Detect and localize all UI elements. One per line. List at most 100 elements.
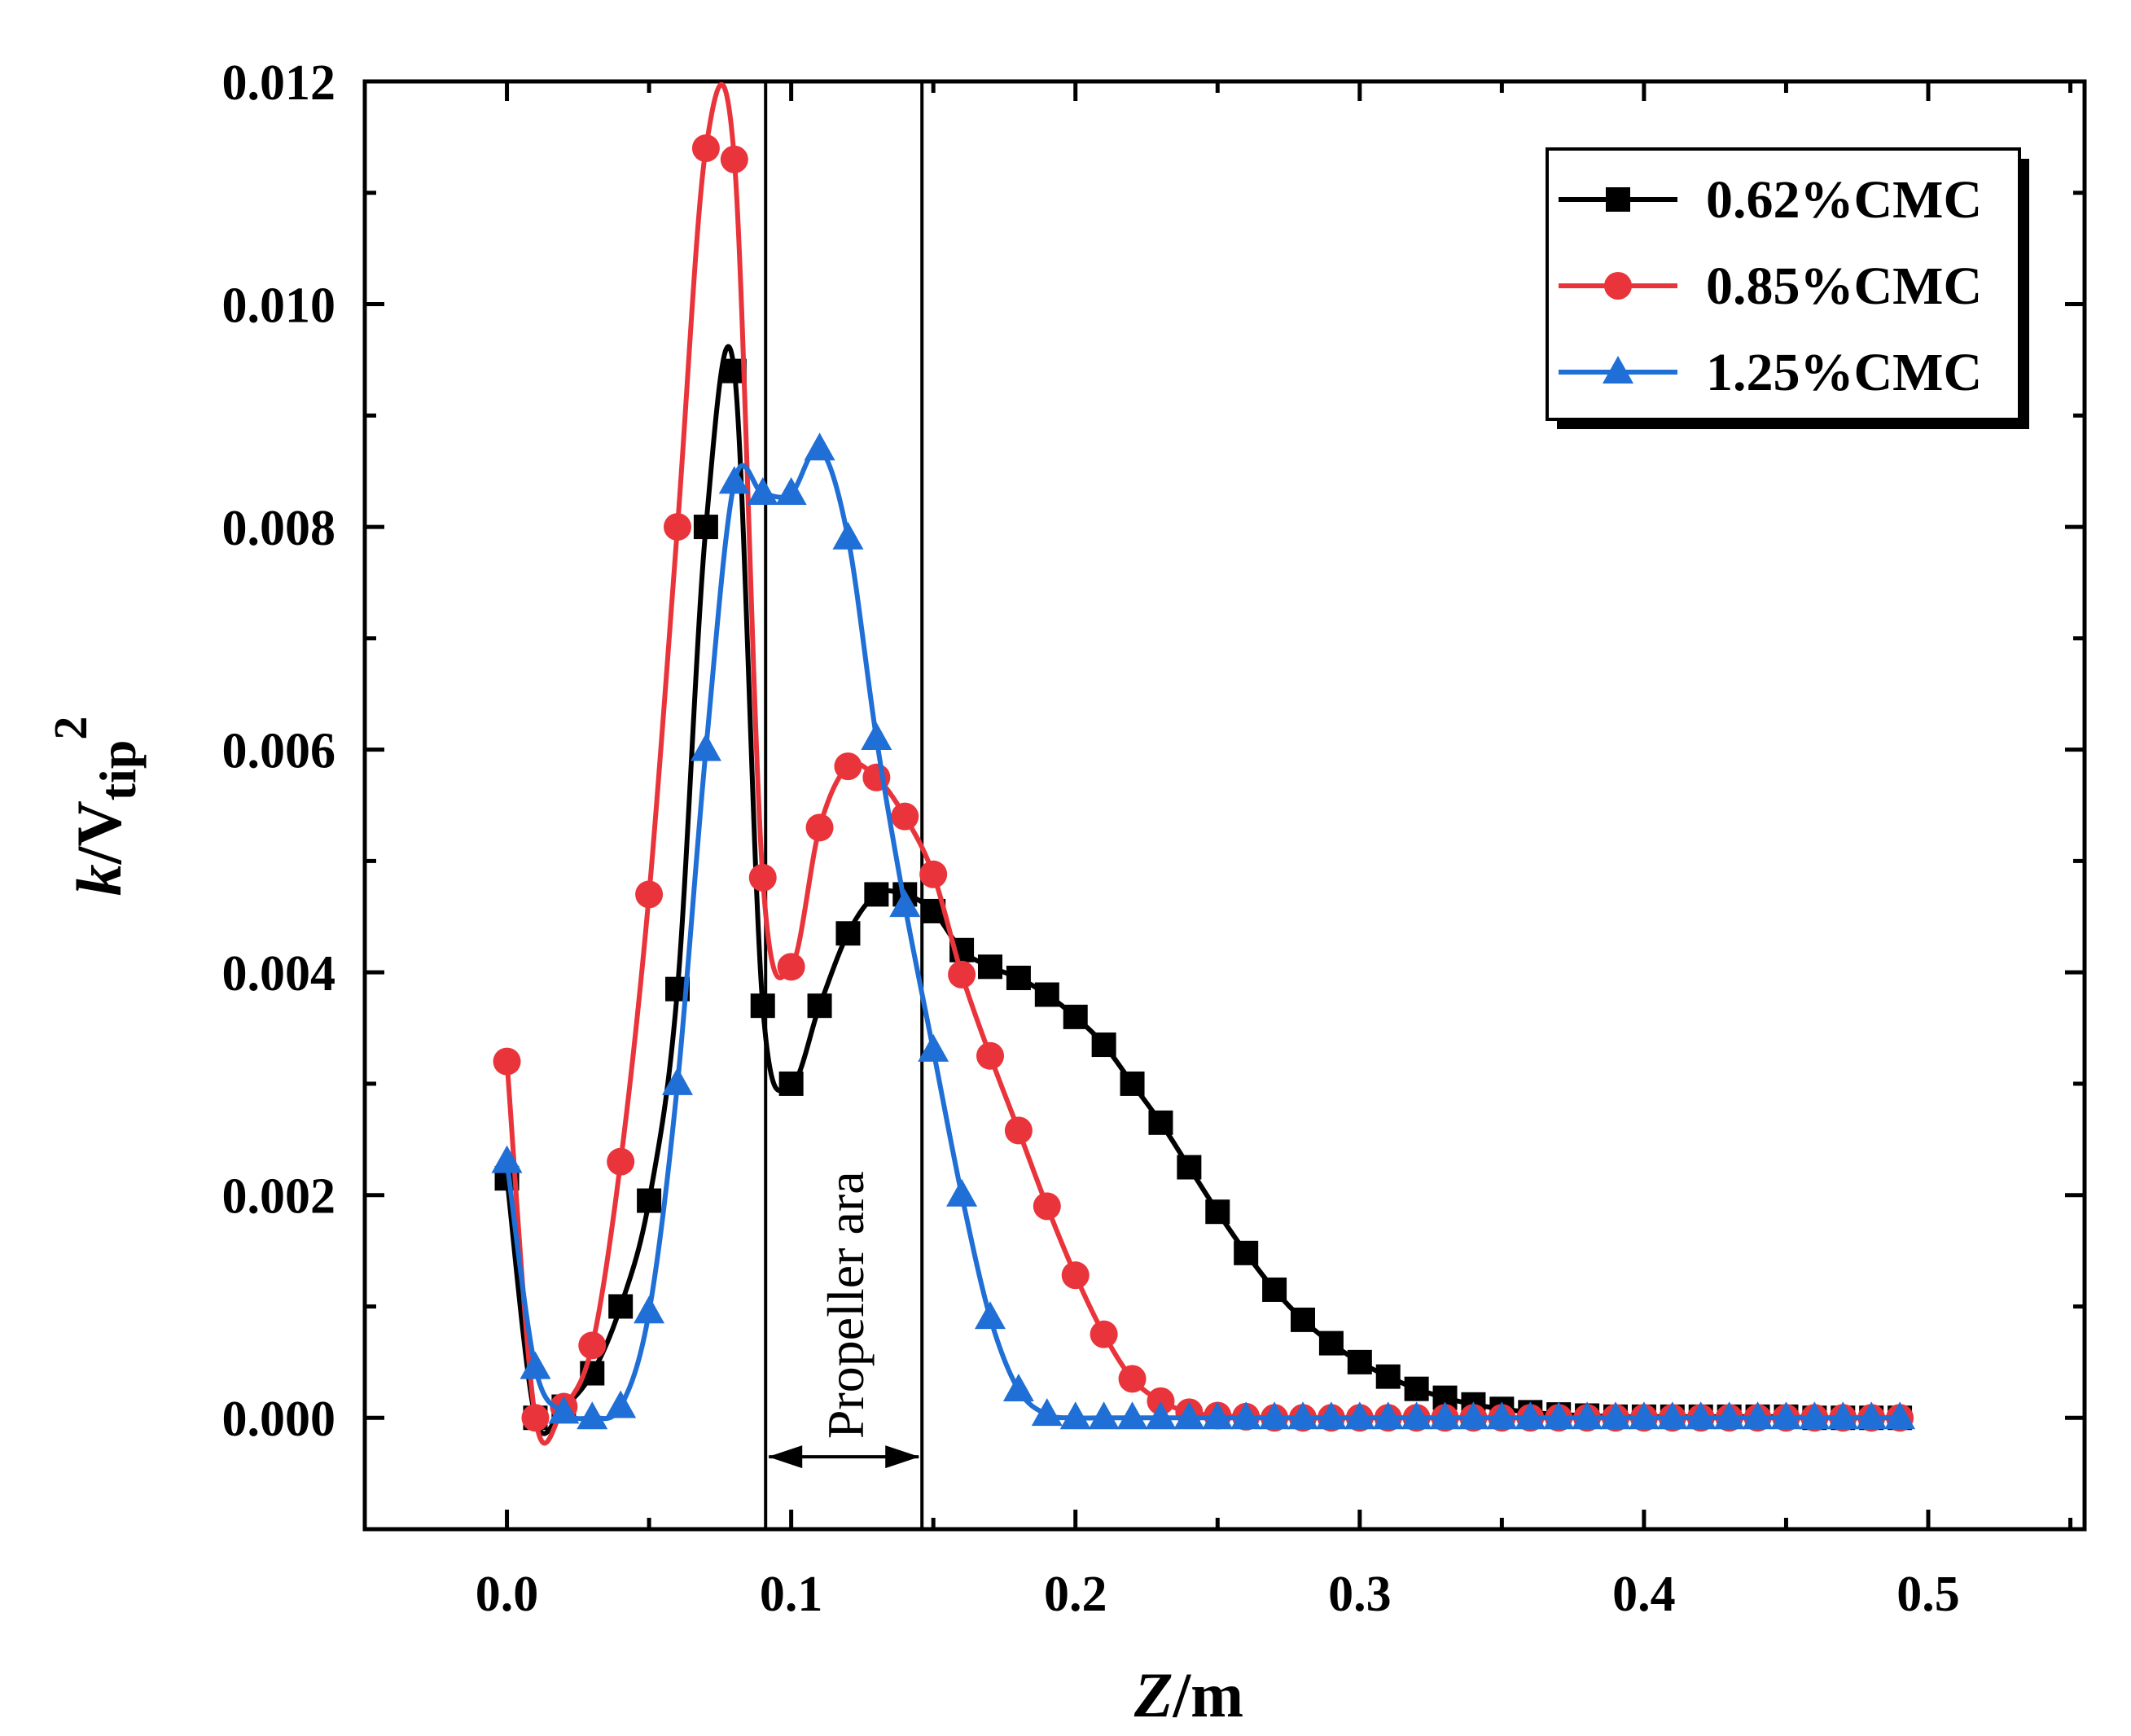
x-tick-label: 0.4	[1612, 1567, 1676, 1622]
data-point-marker	[750, 993, 775, 1019]
data-point-marker	[946, 1178, 978, 1207]
data-point-marker	[637, 1188, 662, 1213]
y-tick-label: 0.000	[222, 1392, 336, 1447]
data-point-marker	[1572, 1401, 1603, 1430]
data-point-marker	[1713, 1401, 1745, 1430]
data-point-marker	[1347, 1349, 1372, 1374]
data-point-marker	[1091, 1032, 1116, 1058]
data-point-marker	[664, 513, 691, 541]
data-point-marker	[1318, 1330, 1344, 1356]
data-point-marker	[548, 1396, 580, 1424]
data-point-marker	[634, 1295, 665, 1324]
data-point-marker	[804, 432, 835, 461]
data-point-marker	[1145, 1401, 1177, 1430]
data-point-marker	[605, 1390, 637, 1418]
x-tick-label: 0.0	[476, 1567, 539, 1622]
data-point-marker	[919, 860, 948, 888]
legend-label: 0.62%CMC	[1706, 170, 1982, 230]
data-point-marker	[1486, 1401, 1518, 1430]
data-point-marker	[1031, 1398, 1063, 1427]
data-point-marker	[1002, 1374, 1034, 1402]
data-point-marker	[1116, 1401, 1148, 1430]
propeller-area-arrow-right-head	[885, 1445, 920, 1469]
data-point-marker	[1604, 272, 1632, 300]
data-point-marker	[948, 960, 976, 989]
data-point-marker	[693, 515, 718, 540]
data-point-marker	[493, 1047, 521, 1076]
data-point-marker	[1118, 1365, 1147, 1393]
data-point-marker	[778, 1071, 804, 1096]
series-line	[504, 344, 1901, 1436]
data-point-marker	[805, 813, 834, 842]
data-point-marker	[1262, 1277, 1287, 1302]
y-tick-label: 0.010	[222, 278, 336, 334]
data-point-marker	[976, 1041, 1004, 1070]
series-line	[504, 445, 1901, 1422]
data-point-marker	[1088, 1401, 1120, 1430]
y-tick-label: 0.006	[222, 724, 336, 779]
data-point-marker	[1147, 1387, 1175, 1415]
legend-label: 0.85%CMC	[1706, 256, 1982, 316]
data-point-marker	[491, 1145, 523, 1173]
propeller-area-label: Propeller ara	[817, 1171, 875, 1439]
data-point-marker	[1770, 1401, 1802, 1430]
data-point-marker	[864, 882, 889, 907]
data-point-marker	[1315, 1401, 1347, 1430]
data-point-marker	[807, 993, 832, 1019]
data-point-marker	[691, 134, 720, 163]
y-axis-subscript: tip	[89, 740, 147, 801]
legend: 0.62%CMC 0.85%CMC 1.25%CMC	[1546, 147, 2029, 429]
y-axis-title: k/Vtip2	[44, 717, 147, 896]
data-point-marker	[1287, 1401, 1318, 1430]
plot-frame	[362, 79, 2087, 1532]
svg-text:k/Vtip2: k/Vtip2	[44, 717, 147, 896]
data-point-marker	[1372, 1401, 1404, 1430]
data-point-marker	[1856, 1401, 1888, 1430]
data-point-marker	[1033, 1192, 1061, 1221]
data-point-marker	[889, 889, 921, 918]
data-point-marker	[891, 802, 919, 831]
data-point-marker	[635, 880, 664, 909]
data-point-marker	[578, 1331, 607, 1360]
data-point-marker	[1543, 1401, 1575, 1430]
data-point-marker	[1006, 965, 1031, 990]
data-point-marker	[1429, 1401, 1461, 1430]
y-tick-label: 0.004	[222, 946, 336, 1002]
data-point-marker	[978, 954, 1002, 980]
propeller-area-annotation: Propeller ara	[764, 81, 924, 1529]
data-point-marker	[520, 1351, 551, 1379]
data-point-marker	[1884, 1401, 1916, 1430]
data-point-marker	[1120, 1071, 1145, 1096]
x-tick-label: 0.3	[1328, 1567, 1392, 1622]
data-point-marker	[832, 521, 864, 550]
data-point-marker	[662, 1067, 693, 1095]
data-point-marker	[1259, 1401, 1291, 1430]
data-point-marker	[1827, 1401, 1859, 1430]
data-point-marker	[1148, 1110, 1173, 1135]
data-point-marker	[1061, 1261, 1090, 1290]
data-point-marker	[690, 733, 721, 761]
y-axis-superscript: 2	[44, 717, 97, 740]
data-point-marker	[975, 1301, 1006, 1330]
data-point-marker	[1034, 982, 1059, 1007]
data-point-marker	[1799, 1401, 1831, 1430]
data-point-marker	[1458, 1401, 1489, 1430]
data-point-marker	[607, 1147, 635, 1176]
data-point-marker	[834, 752, 862, 781]
x-tick-label: 0.2	[1044, 1567, 1107, 1622]
data-point-marker	[718, 466, 750, 494]
data-point-marker	[1600, 1401, 1631, 1430]
data-point-marker	[1063, 1004, 1088, 1029]
y-axis-variable: k	[64, 864, 134, 896]
data-point-marker	[1004, 1116, 1033, 1145]
y-tick-label: 0.012	[222, 55, 336, 111]
data-point-marker	[1234, 1240, 1259, 1265]
propeller-area-arrow-left-head	[768, 1445, 803, 1469]
data-point-marker	[608, 1294, 634, 1319]
data-point-marker	[1628, 1401, 1660, 1430]
data-point-marker	[1375, 1364, 1401, 1389]
series-group	[491, 81, 1916, 1446]
data-point-marker	[1656, 1401, 1688, 1430]
x-tick-label: 0.1	[760, 1567, 823, 1622]
